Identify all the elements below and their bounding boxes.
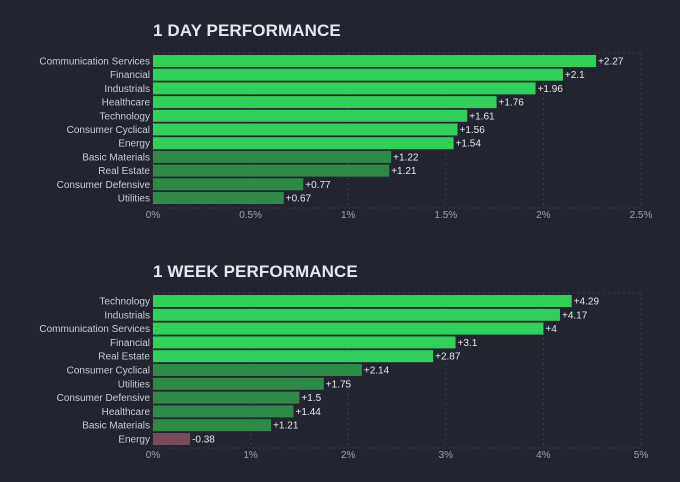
x-tick-label: 1% (341, 210, 356, 221)
bar-energy (153, 137, 454, 150)
bar-consumer-defensive (153, 391, 300, 404)
x-tick-label: 0% (146, 450, 161, 461)
category-label: Healthcare (102, 407, 151, 418)
category-label: Energy (118, 139, 150, 150)
x-tick-label: 1.5% (434, 210, 457, 221)
category-label: Industrials (104, 84, 150, 95)
category-label: Basic Materials (82, 152, 150, 163)
bar-basic-materials (153, 419, 272, 432)
x-tick-label: 0.5% (239, 210, 262, 221)
bar-real-estate (153, 350, 434, 363)
value-label: +1.61 (469, 111, 495, 122)
category-label: Financial (110, 70, 150, 81)
bar-consumer-cyclical (153, 123, 458, 136)
chart-title-1-week: 1 WEEK PERFORMANCE (153, 262, 358, 281)
value-label: +2.87 (435, 352, 461, 363)
x-tick-label: 1% (243, 450, 258, 461)
category-label: Industrials (104, 310, 150, 321)
category-label: Utilities (118, 379, 150, 390)
bar-industrials (153, 308, 560, 321)
bar-consumer-defensive (153, 178, 304, 191)
value-label: +4 (545, 324, 557, 335)
bar-basic-materials (153, 150, 392, 163)
value-label: +1.44 (296, 407, 322, 418)
value-label: +1.21 (273, 421, 299, 432)
x-tick-label: 2.5% (630, 210, 653, 221)
value-label: +4.17 (562, 310, 588, 321)
category-label: Healthcare (102, 98, 151, 109)
category-label: Utilities (118, 194, 150, 205)
bar-utilities (153, 192, 284, 204)
value-label: -0.38 (192, 435, 215, 446)
category-label: Consumer Cyclical (67, 125, 150, 136)
value-label: +0.67 (286, 194, 312, 205)
category-label: Communication Services (39, 324, 150, 335)
bar-healthcare (153, 405, 294, 418)
category-label: Consumer Defensive (57, 180, 151, 191)
x-tick-label: 3% (439, 450, 454, 461)
x-tick-label: 2% (341, 450, 356, 461)
bar-utilities (153, 377, 324, 390)
bar-consumer-cyclical (153, 364, 362, 376)
category-label: Real Estate (98, 352, 150, 363)
chart-title-1-day: 1 DAY PERFORMANCE (153, 21, 341, 40)
x-tick-label: 5% (634, 450, 649, 461)
category-label: Financial (110, 338, 150, 349)
value-label: +1.96 (538, 84, 564, 95)
value-label: +2.14 (364, 366, 390, 377)
bar-real-estate (153, 164, 390, 177)
value-label: +1.22 (393, 152, 419, 163)
value-label: +1.5 (301, 393, 321, 404)
x-tick-label: 0% (146, 210, 161, 221)
value-label: +2.27 (598, 57, 624, 68)
bar-communication-services (153, 322, 544, 335)
category-label: Energy (118, 435, 150, 446)
category-label: Communication Services (39, 57, 150, 68)
bar-financial (153, 68, 563, 81)
category-label: Technology (99, 297, 150, 308)
value-label: +3.1 (458, 338, 478, 349)
bar-communication-services (153, 55, 597, 67)
bar-healthcare (153, 96, 497, 109)
bar-technology (153, 109, 468, 122)
bar-technology (153, 295, 572, 307)
category-label: Consumer Cyclical (67, 366, 150, 377)
x-tick-label: 2% (536, 210, 551, 221)
category-label: Basic Materials (82, 421, 150, 432)
value-label: +1.75 (326, 379, 352, 390)
bar-industrials (153, 82, 536, 95)
category-label: Technology (99, 111, 150, 122)
category-label: Consumer Defensive (57, 393, 151, 404)
value-label: +1.54 (456, 139, 482, 150)
category-label: Real Estate (98, 166, 150, 177)
bar-financial (153, 336, 456, 349)
value-label: +0.77 (305, 180, 331, 191)
value-label: +1.56 (460, 125, 486, 136)
x-tick-label: 4% (536, 450, 551, 461)
bar-energy (153, 433, 191, 445)
value-label: +1.21 (391, 166, 417, 177)
value-label: +1.76 (499, 98, 525, 109)
value-label: +4.29 (574, 297, 600, 308)
value-label: +2.1 (565, 70, 585, 81)
